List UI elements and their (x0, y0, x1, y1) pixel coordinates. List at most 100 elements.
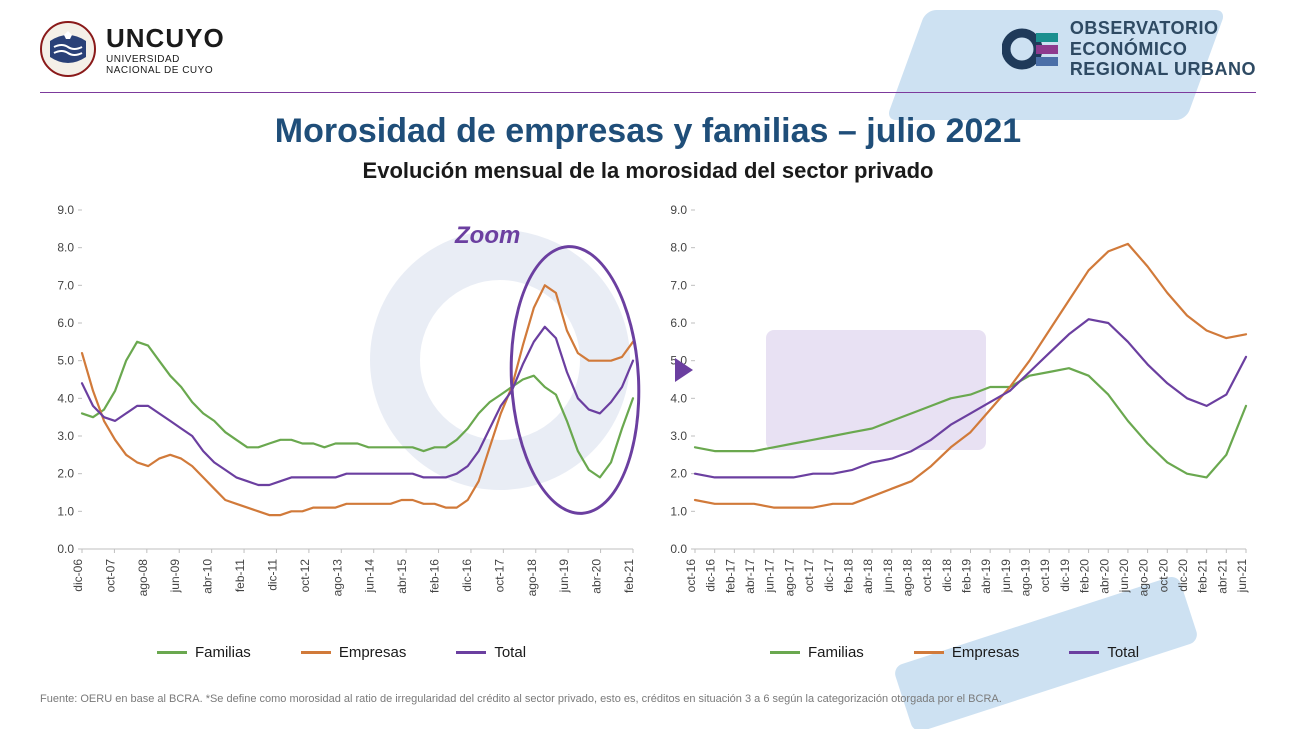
svg-text:abr-10: abr-10 (201, 559, 215, 594)
svg-text:3.0: 3.0 (670, 429, 687, 443)
legend-swatch-familias (157, 651, 187, 654)
uncuyo-sub-label-2: NACIONAL DE CUYO (106, 65, 225, 76)
svg-text:8.0: 8.0 (670, 241, 687, 255)
page-title: Morosidad de empresas y familias – julio… (0, 112, 1296, 151)
svg-text:oct-17: oct-17 (492, 559, 506, 593)
legend-label-familias: Familias (808, 644, 864, 661)
svg-text:9.0: 9.0 (57, 203, 74, 217)
svg-text:feb-21: feb-21 (622, 559, 636, 593)
svg-text:1.0: 1.0 (670, 504, 687, 518)
svg-text:3.0: 3.0 (57, 429, 74, 443)
legend-item-familias: Familias (770, 644, 864, 661)
svg-text:2.0: 2.0 (57, 467, 74, 481)
svg-text:1.0: 1.0 (57, 504, 74, 518)
legend-label-empresas: Empresas (339, 644, 407, 661)
svg-text:jun-09: jun-09 (168, 559, 182, 594)
svg-text:6.0: 6.0 (670, 316, 687, 330)
oeru-line-1: OBSERVATORIO (1070, 18, 1256, 39)
svg-text:8.0: 8.0 (57, 241, 74, 255)
svg-text:feb-21: feb-21 (1196, 559, 1210, 593)
svg-text:oct-19: oct-19 (1038, 559, 1052, 593)
svg-text:7.0: 7.0 (57, 278, 74, 292)
legend-left: Familias Empresas Total (40, 644, 643, 661)
oeru-line-3: REGIONAL URBANO (1070, 59, 1256, 80)
legend-item-empresas: Empresas (301, 644, 407, 661)
svg-text:oct-12: oct-12 (298, 559, 312, 593)
svg-text:dic-18: dic-18 (940, 559, 954, 592)
svg-text:dic-16: dic-16 (460, 559, 474, 592)
oeru-line-2: ECONÓMICO (1070, 39, 1256, 60)
svg-text:ago-08: ago-08 (136, 559, 150, 597)
svg-text:5.0: 5.0 (57, 354, 74, 368)
svg-text:6.0: 6.0 (57, 316, 74, 330)
svg-text:ago-13: ago-13 (330, 559, 344, 597)
legend-item-total: Total (456, 644, 526, 661)
page-root: UNCUYO UNIVERSIDAD NACIONAL DE CUYO OBSE… (0, 0, 1296, 729)
svg-text:feb-19: feb-19 (960, 559, 974, 593)
svg-text:dic-17: dic-17 (822, 559, 836, 592)
svg-text:ago-20: ago-20 (1137, 559, 1151, 597)
svg-text:ago-18: ago-18 (900, 559, 914, 597)
svg-text:9.0: 9.0 (670, 203, 687, 217)
svg-text:feb-11: feb-11 (233, 559, 247, 592)
zoom-arrow-icon (635, 350, 695, 390)
svg-text:feb-18: feb-18 (841, 559, 855, 593)
svg-text:oct-20: oct-20 (1156, 559, 1170, 593)
oeru-logo-icon (1002, 20, 1060, 78)
legend-swatch-total (1069, 651, 1099, 654)
svg-text:7.0: 7.0 (670, 278, 687, 292)
chart-right: 0.01.02.03.04.05.06.07.08.09.0oct-16dic-… (653, 200, 1256, 619)
svg-text:abr-17: abr-17 (743, 559, 757, 594)
uncuyo-crest-icon (40, 21, 96, 77)
svg-text:jun-17: jun-17 (763, 559, 777, 594)
svg-text:feb-20: feb-20 (1078, 559, 1092, 593)
svg-text:ago-17: ago-17 (782, 559, 796, 597)
svg-text:abr-15: abr-15 (395, 559, 409, 594)
svg-text:dic-06: dic-06 (71, 559, 85, 592)
svg-text:jun-19: jun-19 (999, 559, 1013, 594)
uncuyo-main-label: UNCUYO (106, 23, 225, 54)
svg-text:dic-16: dic-16 (704, 559, 718, 592)
legend-swatch-empresas (914, 651, 944, 654)
legend-item-total: Total (1069, 644, 1139, 661)
svg-text:abr-20: abr-20 (590, 559, 604, 594)
svg-text:0.0: 0.0 (57, 542, 74, 556)
svg-text:2.0: 2.0 (670, 467, 687, 481)
uncuyo-text: UNCUYO UNIVERSIDAD NACIONAL DE CUYO (106, 23, 225, 76)
legend-swatch-total (456, 651, 486, 654)
oeru-text: OBSERVATORIO ECONÓMICO REGIONAL URBANO (1070, 18, 1256, 80)
svg-text:4.0: 4.0 (57, 391, 74, 405)
legend-swatch-familias (770, 651, 800, 654)
svg-text:jun-14: jun-14 (363, 559, 377, 594)
svg-text:abr-20: abr-20 (1097, 559, 1111, 594)
chart-right-wrap: 0.01.02.03.04.05.06.07.08.09.0oct-16dic-… (653, 200, 1256, 619)
page-subtitle: Evolución mensual de la morosidad del se… (0, 158, 1296, 184)
uncuyo-sub-label-1: UNIVERSIDAD (106, 54, 225, 65)
svg-text:ago-19: ago-19 (1019, 559, 1033, 597)
legend-label-total: Total (494, 644, 526, 661)
svg-text:ago-18: ago-18 (525, 559, 539, 597)
legend-label-empresas: Empresas (952, 644, 1020, 661)
svg-text:dic-20: dic-20 (1176, 559, 1190, 592)
header-divider (40, 92, 1256, 93)
svg-text:feb-17: feb-17 (723, 559, 737, 593)
legend-item-familias: Familias (157, 644, 251, 661)
zoom-label: Zoom (455, 222, 520, 250)
svg-text:abr-21: abr-21 (1215, 559, 1229, 594)
svg-text:jun-20: jun-20 (1117, 559, 1131, 594)
oeru-logo-block: OBSERVATORIO ECONÓMICO REGIONAL URBANO (1002, 18, 1256, 80)
svg-text:dic-19: dic-19 (1058, 559, 1072, 592)
svg-text:oct-18: oct-18 (920, 559, 934, 593)
legend-item-empresas: Empresas (914, 644, 1020, 661)
legend-swatch-empresas (301, 651, 331, 654)
svg-text:abr-18: abr-18 (861, 559, 875, 594)
uncuyo-logo-block: UNCUYO UNIVERSIDAD NACIONAL DE CUYO (40, 21, 225, 77)
svg-text:abr-19: abr-19 (979, 559, 993, 594)
footnote: Fuente: OERU en base al BCRA. *Se define… (40, 692, 1256, 707)
svg-text:oct-16: oct-16 (684, 559, 698, 593)
svg-text:0.0: 0.0 (670, 542, 687, 556)
svg-text:jun-21: jun-21 (1235, 559, 1249, 594)
legend-label-familias: Familias (195, 644, 251, 661)
charts-row: 0.0 1.0 2.0 3.0 4.0 5.0 6.0 7.0 8.0 9.0 dic-06 oct-… (40, 200, 1256, 619)
svg-text:oct-17: oct-17 (802, 559, 816, 593)
